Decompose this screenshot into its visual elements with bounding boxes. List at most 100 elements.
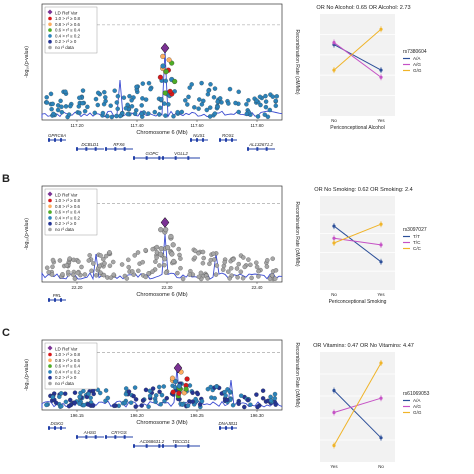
snp-point [140, 259, 145, 265]
legend-title: LD Ref Var [55, 347, 78, 352]
snp-point [200, 249, 206, 255]
snp-point [63, 399, 69, 405]
snp-point [121, 95, 127, 100]
snp-point [193, 248, 198, 254]
snp-point [123, 391, 129, 397]
snp-point [273, 103, 279, 109]
legend-swatch [48, 375, 52, 380]
snp-point [172, 385, 178, 390]
gene-exon [105, 435, 107, 439]
genotype-point [379, 68, 383, 72]
y-axis-label: -log₁₀(p-value) [24, 46, 30, 78]
snp-point [53, 400, 59, 406]
snp-point [156, 384, 162, 390]
snp-point [199, 102, 205, 107]
gene-label: DGKG [51, 421, 65, 426]
or-title: OR No Smoking: 0.62 OR Smoking: 2.4 [314, 187, 413, 193]
snp-point [227, 389, 232, 394]
snp-point [263, 104, 269, 110]
panel-label: B [2, 173, 10, 185]
snp-point [206, 88, 211, 93]
recombination-line [41, 233, 283, 281]
snp-point [98, 253, 103, 258]
snp-point [161, 384, 167, 389]
snp-point [265, 258, 270, 263]
snp-point [180, 276, 186, 282]
gene-label: RFX6 [113, 142, 125, 147]
snp-point [230, 402, 236, 408]
gene-exon [174, 156, 177, 160]
snp-point [207, 261, 212, 267]
snp-point [81, 402, 87, 408]
interaction-panel [320, 14, 395, 116]
legend-item: no r² data [55, 381, 74, 386]
interaction-panel [320, 352, 395, 462]
snp-point [146, 404, 151, 409]
snp-point [114, 100, 120, 105]
legend-swatch [48, 34, 52, 38]
snp-point [248, 402, 253, 407]
ld-snp-point [165, 245, 171, 251]
gene-exon [190, 138, 192, 142]
snp-point [178, 256, 183, 261]
snp-point [130, 269, 135, 274]
snp-point [152, 109, 158, 115]
genotype-legend-item: G/G [413, 410, 422, 415]
genotype-point [332, 410, 336, 415]
snp-point [179, 109, 185, 115]
gene-exon [85, 147, 88, 151]
snp-point [77, 95, 82, 101]
snp-point [115, 106, 120, 112]
ld-snp-point [170, 389, 176, 395]
snp-point [230, 257, 236, 262]
snp-point [200, 260, 206, 266]
snp-point [238, 393, 244, 398]
x-tick-label: 196.30 [250, 413, 264, 418]
recomb-axis-label: Recombination Rate (cM/Mb) [294, 201, 300, 266]
snp-point [100, 110, 106, 116]
snp-point [126, 389, 132, 394]
snp-point [267, 276, 273, 282]
ld-snp-point [163, 227, 169, 233]
snp-point [129, 98, 134, 103]
snp-point [208, 82, 213, 87]
snp-point [215, 104, 220, 110]
gene-exon [187, 156, 190, 160]
legend-diamond-icon [47, 345, 53, 351]
snp-point [254, 264, 260, 270]
snp-point [132, 385, 138, 390]
snp-point [50, 257, 56, 263]
snp-point [59, 403, 64, 409]
snp-point [95, 102, 101, 108]
ld-snp-point [166, 57, 172, 63]
ld-snp-point [172, 78, 178, 85]
snp-point [72, 276, 78, 281]
snp-point [236, 89, 241, 95]
snp-point [159, 96, 164, 102]
snp-point [199, 398, 205, 404]
gene-exon [114, 147, 117, 151]
snp-point [60, 272, 65, 277]
snp-point [150, 269, 155, 274]
snp-point [197, 402, 203, 407]
snp-point [57, 394, 62, 400]
snp-point [244, 102, 249, 107]
ld-snp-point [171, 258, 177, 264]
genotype-point [379, 222, 383, 226]
plot-frame [41, 339, 283, 411]
legend-item: 0.8 > r² ≥ 0.6 [55, 22, 81, 27]
snp-point [85, 401, 91, 407]
legend-item: 1.0 > r² ≥ 0.8 [55, 16, 81, 21]
legend-diamond-icon [47, 9, 53, 15]
gene-exon [54, 138, 56, 142]
snp-point [175, 109, 180, 115]
ld-snp-point [160, 53, 166, 59]
snp-point [163, 270, 169, 275]
snp-point [238, 269, 244, 275]
legend-item: no r² data [55, 227, 74, 232]
legend-title: LD Ref Var [55, 11, 78, 16]
snp-point [236, 401, 241, 407]
gene-exon [94, 147, 97, 151]
snp-point [89, 268, 94, 274]
snp-point [154, 244, 160, 250]
